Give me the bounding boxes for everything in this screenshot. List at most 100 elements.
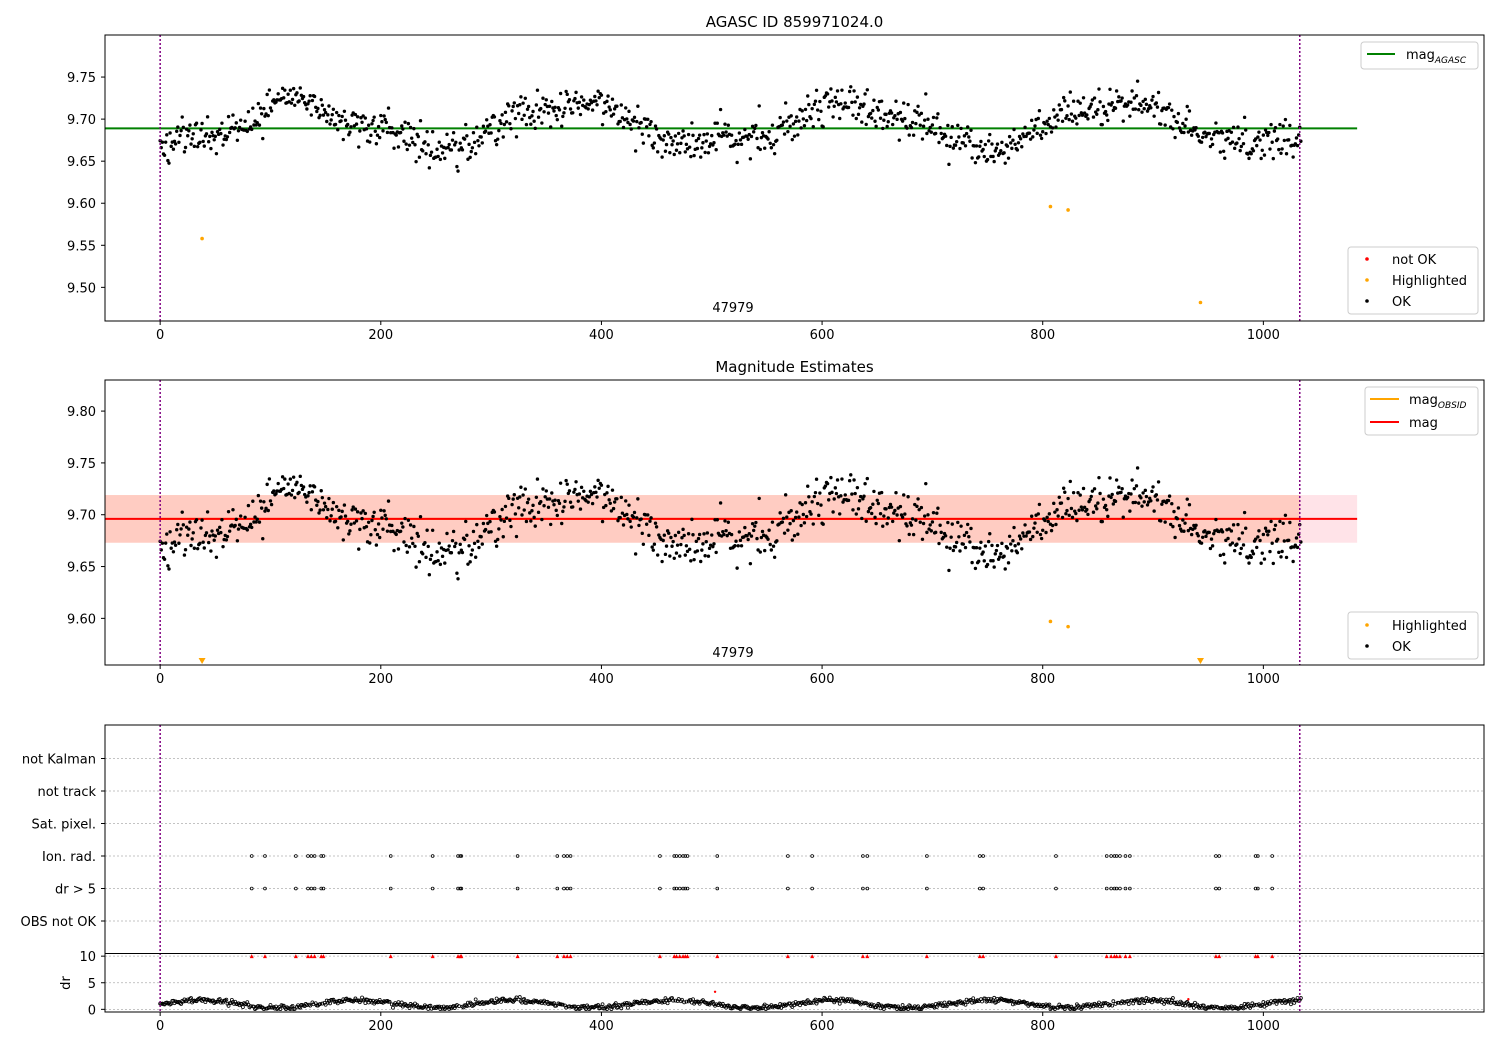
ok-point (380, 516, 384, 520)
ok-point (525, 500, 530, 505)
ok-point (1028, 537, 1033, 542)
ok-point (532, 515, 536, 520)
ok-point (1091, 115, 1096, 119)
flag-point (430, 886, 435, 891)
ok-point (536, 115, 541, 119)
legend-highlighted-marker (1365, 278, 1369, 282)
flag-row-label: not Kalman (22, 753, 96, 768)
ok-point (245, 528, 250, 532)
ok-point (715, 518, 719, 522)
ok-point (392, 146, 396, 150)
ok-point (192, 144, 197, 149)
ok-point (835, 478, 840, 482)
ok-point (544, 98, 548, 102)
ok-point (331, 107, 336, 111)
ok-point (749, 134, 754, 139)
ok-point (751, 130, 756, 134)
ok-point (330, 112, 334, 117)
ok-point (165, 133, 169, 137)
ok-point (384, 517, 389, 521)
ok-point (565, 92, 569, 97)
flag-point (1270, 886, 1274, 891)
ok-point (1185, 497, 1189, 501)
ok-point (1113, 106, 1118, 110)
ok-point (401, 525, 405, 529)
ok-point (797, 515, 801, 519)
ok-point (1291, 155, 1295, 159)
ok-point (438, 562, 443, 567)
ok-point (462, 137, 467, 141)
ok-point (437, 541, 441, 545)
ok-point (680, 536, 684, 540)
ok-point (377, 535, 382, 540)
ok-point (210, 130, 214, 135)
ok-point (595, 103, 599, 107)
ok-point (306, 102, 310, 106)
ok-point (1071, 99, 1076, 103)
ok-point (182, 553, 187, 557)
ok-point (915, 504, 919, 509)
dr-point (411, 1004, 416, 1009)
ok-point (468, 155, 472, 160)
ok-point (928, 523, 932, 527)
flag-point (786, 854, 790, 858)
ok-point (726, 123, 731, 127)
ok-point (607, 105, 611, 109)
dr-point (522, 997, 527, 1001)
ok-point (925, 131, 929, 136)
ok-point (1231, 523, 1236, 527)
ok-point (327, 104, 331, 108)
ok-point (918, 520, 922, 524)
ok-point (821, 125, 825, 129)
ok-point (366, 520, 371, 524)
ok-point (204, 132, 209, 136)
dr-clipped-marker (249, 954, 254, 959)
ok-point (644, 125, 649, 129)
ok-point (803, 501, 808, 505)
ok-point (999, 552, 1003, 556)
flag-point (1217, 886, 1222, 891)
ok-point (1187, 503, 1192, 507)
flag-row-label: Ion. rad. (42, 850, 96, 865)
ok-point (305, 107, 309, 111)
ok-point (1230, 140, 1235, 144)
ok-point (291, 475, 296, 479)
ok-point (1237, 537, 1241, 541)
ok-point (381, 527, 385, 531)
ok-point (991, 559, 995, 563)
ok-point (233, 523, 237, 528)
ok-point (524, 122, 529, 127)
ok-point (918, 123, 922, 127)
dr-point (407, 1006, 412, 1011)
ok-point (373, 129, 377, 134)
ok-point (1279, 151, 1283, 155)
ok-point (1166, 498, 1171, 503)
ok-point (326, 507, 330, 512)
ok-point (1141, 99, 1145, 104)
ok-point (789, 509, 793, 513)
ok-point (1064, 116, 1068, 121)
ok-point (956, 123, 960, 128)
ok-point (447, 142, 451, 147)
ok-point (435, 147, 439, 151)
ok-point (781, 516, 786, 521)
ok-point (631, 119, 636, 123)
ok-point (1049, 130, 1054, 134)
ok-point (572, 490, 576, 494)
ok-point (571, 111, 575, 115)
flag-point (1112, 886, 1117, 891)
ok-point (834, 100, 839, 104)
ok-point (1120, 96, 1124, 100)
ok-point (874, 521, 878, 526)
ok-point (173, 142, 178, 146)
ok-point (618, 515, 622, 520)
ok-point (1255, 143, 1259, 148)
ok-point (1105, 113, 1109, 117)
ok-point (1054, 522, 1058, 527)
ok-point (347, 532, 351, 536)
ok-point (648, 122, 652, 127)
ok-point (401, 127, 405, 131)
ok-point (343, 514, 348, 518)
ok-point (722, 532, 726, 537)
ok-point (799, 126, 803, 130)
